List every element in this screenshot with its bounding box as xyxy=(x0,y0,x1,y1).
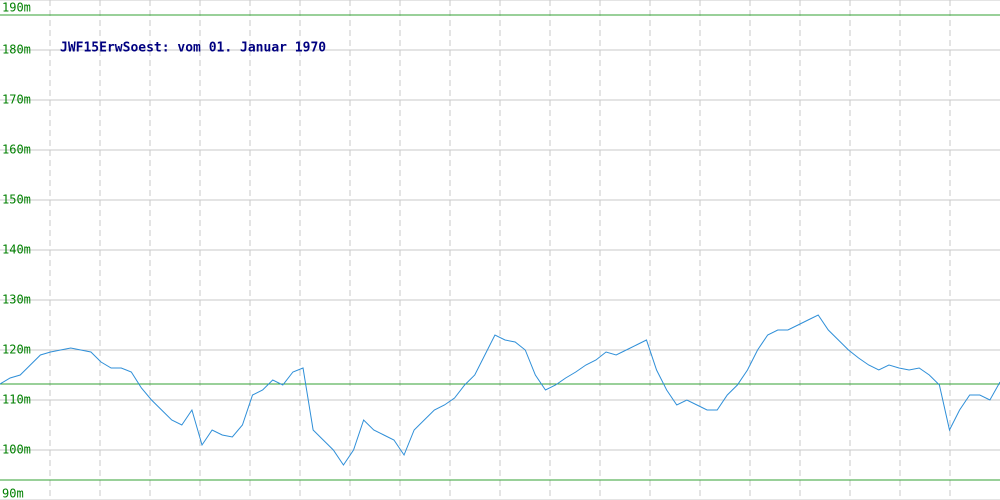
data-line xyxy=(0,314,1000,466)
y-tick-label: 100m xyxy=(2,443,31,457)
y-tick-label: 150m xyxy=(2,193,31,207)
y-tick-label: 140m xyxy=(2,243,31,257)
y-tick-label: 120m xyxy=(2,343,31,357)
y-tick-label: 130m xyxy=(2,293,31,307)
y-tick-label: 110m xyxy=(2,393,31,407)
y-tick-label: 190m xyxy=(2,1,31,15)
y-tick-label: 180m xyxy=(2,43,31,57)
y-tick-label: 90m xyxy=(2,487,24,500)
chart-title: JWF15ErwSoest: vom 01. Januar 1970 xyxy=(60,41,326,56)
y-tick-label: 170m xyxy=(2,93,31,107)
y-tick-label: 160m xyxy=(2,143,31,157)
